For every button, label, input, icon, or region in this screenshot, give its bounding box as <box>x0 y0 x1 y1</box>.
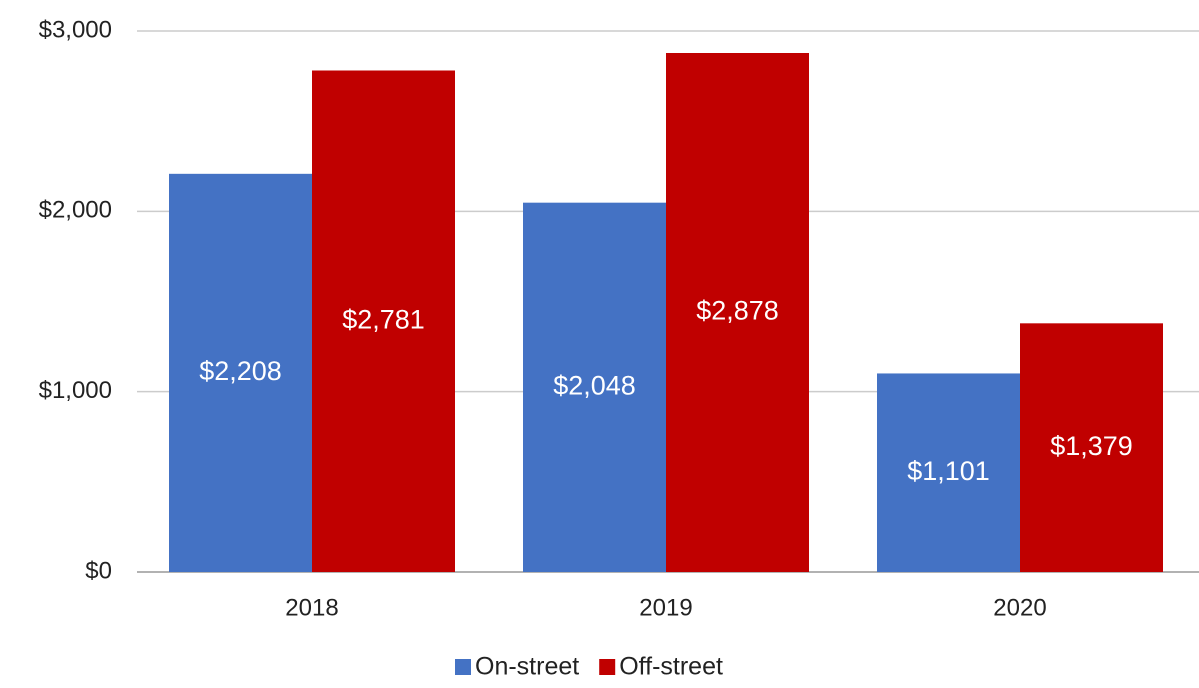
bar <box>312 70 455 573</box>
bar <box>877 373 1020 572</box>
value-label: $2,781 <box>342 304 425 334</box>
value-label: $2,208 <box>199 356 282 386</box>
x-tick-label: 2020 <box>993 594 1046 621</box>
value-label: $2,048 <box>553 370 636 400</box>
value-label: $1,379 <box>1050 431 1133 461</box>
value-label: $2,878 <box>696 296 779 326</box>
y-tick-label: $0 <box>85 557 112 584</box>
y-tick-label: $2,000 <box>39 197 112 224</box>
x-tick-label: 2018 <box>285 594 338 621</box>
bar <box>523 202 666 572</box>
x-tick-label: 2019 <box>639 594 692 621</box>
y-tick-label: $1,000 <box>39 377 112 404</box>
bar <box>666 53 809 572</box>
legend-swatch <box>455 659 471 675</box>
legend-label: On-street <box>475 653 579 681</box>
value-label: $1,101 <box>907 456 990 486</box>
y-tick-label: $3,000 <box>39 16 112 43</box>
legend-swatch <box>599 659 616 675</box>
bar <box>1020 323 1163 572</box>
bar <box>169 173 312 572</box>
legend-label: Off-street <box>619 653 723 681</box>
